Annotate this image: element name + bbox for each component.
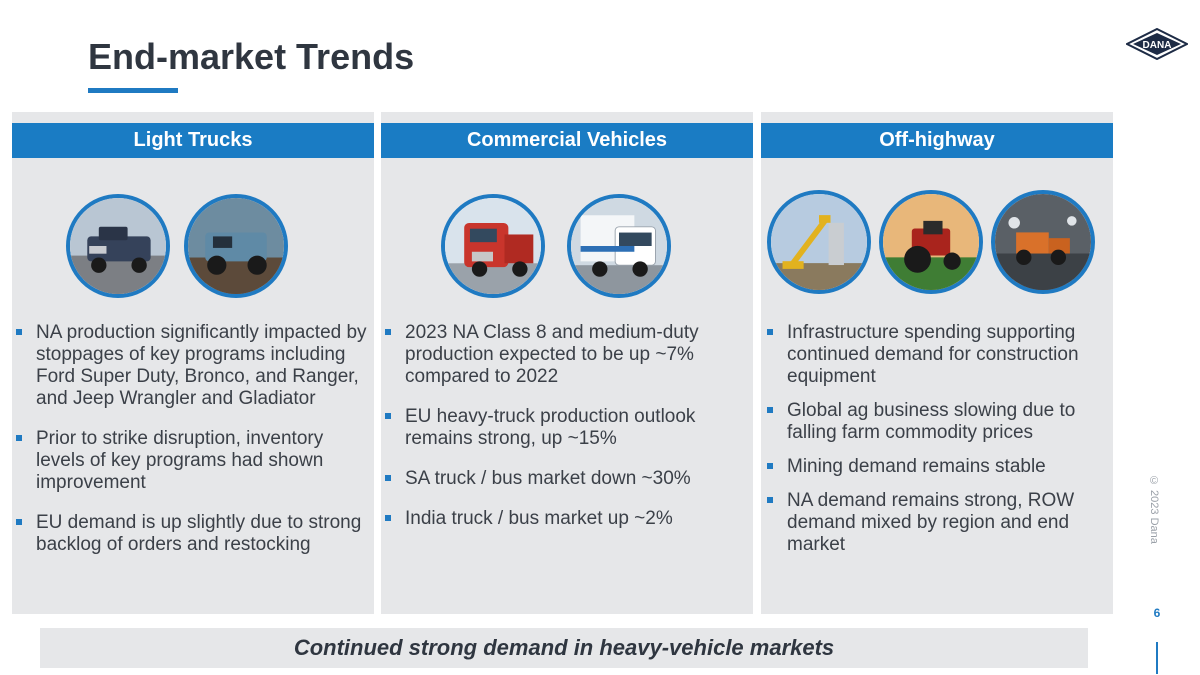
panel-header-commercial-vehicles: Commercial Vehicles	[381, 123, 753, 158]
panel-commercial-vehicles: Commercial Vehicles	[381, 112, 753, 614]
semi-truck-photo	[441, 194, 545, 298]
list-item: Infrastructure spending supporting conti…	[765, 322, 1105, 388]
off-highway-bullets: Infrastructure spending supporting conti…	[765, 322, 1105, 556]
pickup-truck-photo	[66, 194, 170, 298]
light-trucks-images	[66, 194, 288, 298]
off-road-suv-photo	[184, 194, 288, 298]
list-item: EU heavy-truck production outlook remain…	[383, 406, 743, 450]
panel-light-trucks: Light Trucks	[12, 112, 374, 614]
light-trucks-bullets: NA production significantly impacted by …	[14, 322, 370, 556]
dana-logo: DANA	[1126, 28, 1188, 60]
list-item: 2023 NA Class 8 and medium-duty producti…	[383, 322, 743, 388]
list-item: Global ag business slowing due to fallin…	[765, 400, 1105, 444]
copyright-text: © 2023 Dana	[1148, 475, 1160, 544]
page-number: 6	[1153, 606, 1161, 620]
svg-text:DANA: DANA	[1143, 40, 1172, 51]
panel-header-off-highway: Off-highway	[761, 123, 1113, 158]
list-item: Mining demand remains stable	[765, 456, 1105, 478]
summary-banner: Continued strong demand in heavy-vehicle…	[40, 628, 1088, 668]
medium-duty-truck-photo	[567, 194, 671, 298]
list-item: NA demand remains strong, ROW demand mix…	[765, 490, 1105, 556]
slide-title: End-market Trends	[88, 36, 415, 77]
title-underline	[88, 88, 178, 93]
commercial-vehicles-bullets: 2023 NA Class 8 and medium-duty producti…	[383, 322, 743, 530]
page-rule	[1156, 642, 1158, 674]
construction-lift-photo	[767, 190, 871, 294]
mining-loader-photo	[991, 190, 1095, 294]
list-item: SA truck / bus market down ~30%	[383, 468, 743, 490]
list-item: NA production significantly impacted by …	[14, 322, 370, 410]
list-item: EU demand is up slightly due to strong b…	[14, 512, 370, 556]
tractor-photo	[879, 190, 983, 294]
list-item: India truck / bus market up ~2%	[383, 508, 743, 530]
list-item: Prior to strike disruption, inventory le…	[14, 428, 370, 494]
commercial-vehicles-images	[441, 194, 671, 298]
panel-header-light-trucks: Light Trucks	[12, 123, 374, 158]
off-highway-images	[767, 190, 1095, 294]
